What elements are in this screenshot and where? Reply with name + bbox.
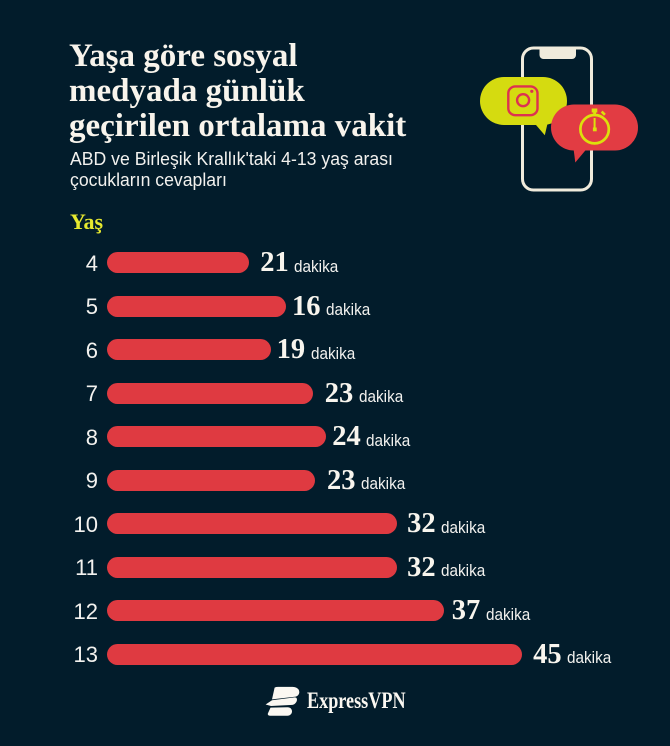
svg-text:ExpressVPN: ExpressVPN [307, 689, 406, 713]
